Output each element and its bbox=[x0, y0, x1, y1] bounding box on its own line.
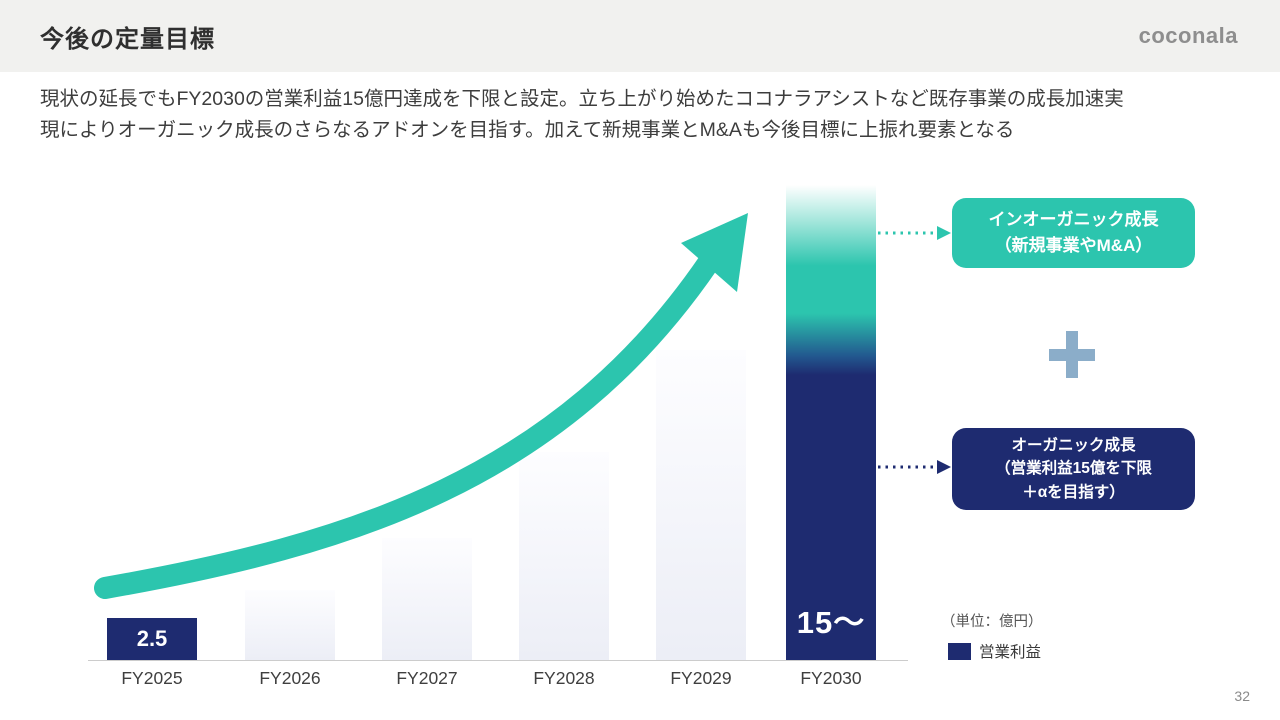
bar-value-label-FY2025: 2.5 bbox=[136, 626, 168, 651]
coconala-logo: coconala bbox=[1138, 23, 1238, 48]
inorganic-growth-callout: インオーガニック成長 （新規事業やM&A） bbox=[952, 198, 1195, 268]
bar-FY2026 bbox=[245, 590, 335, 660]
description-line-1: 現状の延長でもFY2030の営業利益15億円達成を下限と設定。立ち上がり始めたコ… bbox=[40, 88, 1124, 110]
unit-label: （単位：億円） bbox=[941, 614, 1043, 630]
header: 今後の定量目標 coconala bbox=[0, 0, 1280, 72]
inorganic-growth-line-2: （新規事業やM&A） bbox=[994, 236, 1153, 255]
x-axis-label-FY2028: FY2028 bbox=[533, 668, 595, 688]
legend-label-operating-profit: 営業利益 bbox=[979, 644, 1042, 661]
x-axis-label-FY2026: FY2026 bbox=[259, 668, 321, 688]
bar-FY2028 bbox=[519, 452, 609, 660]
bar-value-label-FY2030: 15〜 bbox=[796, 605, 866, 640]
organic-growth-line-2: （営業利益15億を下限 bbox=[995, 460, 1152, 478]
x-axis-label-FY2025: FY2025 bbox=[121, 668, 183, 688]
x-axis-label-FY2030: FY2030 bbox=[800, 668, 862, 688]
x-axis-line bbox=[88, 660, 908, 661]
x-axis-label-FY2027: FY2027 bbox=[396, 668, 458, 688]
organic-growth-line-1: オーガニック成長 bbox=[1011, 437, 1136, 455]
organic-growth-callout: オーガニック成長 （営業利益15億を下限 ＋αを目指す） bbox=[952, 428, 1195, 510]
description: 現状の延長でもFY2030の営業利益15億円達成を下限と設定。立ち上がり始めたコ… bbox=[40, 84, 1250, 146]
page-title: 今後の定量目標 bbox=[40, 25, 215, 53]
legend-swatch-operating-profit bbox=[948, 642, 971, 660]
plus-icon-vertical-bar bbox=[1066, 331, 1078, 378]
bar-FY2030: 15〜 bbox=[786, 185, 876, 660]
inorganic-connector-arrowhead bbox=[937, 226, 951, 240]
organic-connector-arrowhead bbox=[937, 460, 951, 474]
page-number: 32 bbox=[1234, 688, 1250, 704]
growth-curve-arrowhead bbox=[681, 213, 748, 292]
organic-growth-line-3: ＋αを目指す） bbox=[1022, 483, 1125, 501]
x-axis-label-FY2029: FY2029 bbox=[670, 668, 732, 688]
legend: 営業利益 bbox=[948, 640, 1041, 662]
inorganic-growth-line-1: インオーガニック成長 bbox=[988, 209, 1159, 229]
plus-icon bbox=[1049, 331, 1095, 378]
bar-FY2025: 2.5 bbox=[107, 618, 197, 660]
bar-FY2029 bbox=[656, 350, 746, 660]
description-line-2: 現によりオーガニック成長のさらなるアドオンを目指す。加えて新規事業とM&Aも今後… bbox=[40, 119, 1015, 141]
bar-FY2027 bbox=[382, 538, 472, 660]
